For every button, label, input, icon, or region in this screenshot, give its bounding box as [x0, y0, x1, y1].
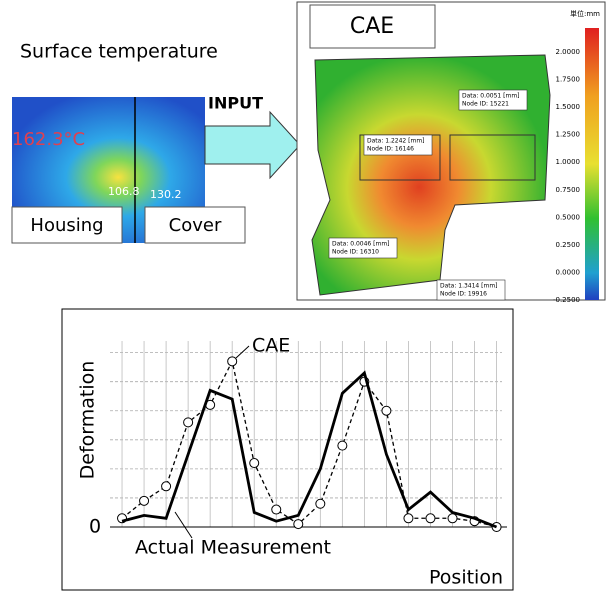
- cae-title: CAE: [350, 14, 394, 39]
- cover-label: Cover: [169, 215, 222, 236]
- housing-label: Housing: [30, 215, 103, 236]
- colorbar-label: 1.0000: [556, 158, 581, 166]
- callout-node: Node ID: 16310: [332, 249, 379, 256]
- colorbar-label: -0.2500: [553, 296, 580, 304]
- point: [448, 514, 457, 523]
- point: [338, 441, 347, 450]
- colorbar-label: 1.2500: [556, 131, 581, 139]
- point: [184, 418, 193, 427]
- x-axis-label: Position: [429, 567, 503, 589]
- legend-label: CAE: [252, 335, 290, 357]
- colorbar-label: 0.7500: [556, 186, 581, 194]
- colorbar-label: 1.7500: [556, 76, 581, 84]
- legend-label: Actual Measurement: [135, 537, 331, 559]
- callout-data: Data: 1.2242 [mm]: [367, 138, 425, 145]
- point: [250, 459, 259, 468]
- point: [404, 514, 413, 523]
- figure: Surface temperature 162.3°C 106.8 130.2 …: [0, 0, 609, 591]
- callout-data: Data: 0.0051 [mm]: [462, 93, 520, 100]
- colorbar: [585, 28, 599, 300]
- point: [382, 406, 391, 415]
- y-axis-label: Deformation: [77, 361, 99, 480]
- colorbar-label: 2.0000: [556, 48, 581, 56]
- max-temp: 162.3°C: [12, 129, 85, 150]
- colorbar-label: 0.5000: [556, 213, 581, 221]
- point: [294, 520, 303, 529]
- callout-data: Data: 0.0046 [mm]: [332, 241, 390, 248]
- surface-label: Surface temperature: [20, 41, 218, 63]
- point: [162, 482, 171, 491]
- temp-a: 106.8: [108, 185, 140, 198]
- point: [426, 514, 435, 523]
- arrow: [205, 112, 300, 178]
- input-label: INPUT: [208, 94, 263, 113]
- callout-node: Node ID: 19916: [440, 291, 487, 298]
- callout-node: Node ID: 15221: [462, 101, 509, 108]
- point: [272, 505, 281, 514]
- point: [140, 496, 149, 505]
- y-tick-label: 0: [89, 516, 101, 538]
- temp-b: 130.2: [150, 188, 182, 201]
- callout-data: Data: 1.3414 [mm]: [440, 283, 498, 290]
- colorbar-label: 1.5000: [556, 103, 581, 111]
- colorbar-label: 0.2500: [556, 241, 581, 249]
- unit: 単位:mm: [570, 9, 600, 18]
- point: [228, 357, 237, 366]
- point: [316, 499, 325, 508]
- callout-node: Node ID: 16146: [367, 146, 414, 153]
- colorbar-label: 0.0000: [556, 268, 581, 276]
